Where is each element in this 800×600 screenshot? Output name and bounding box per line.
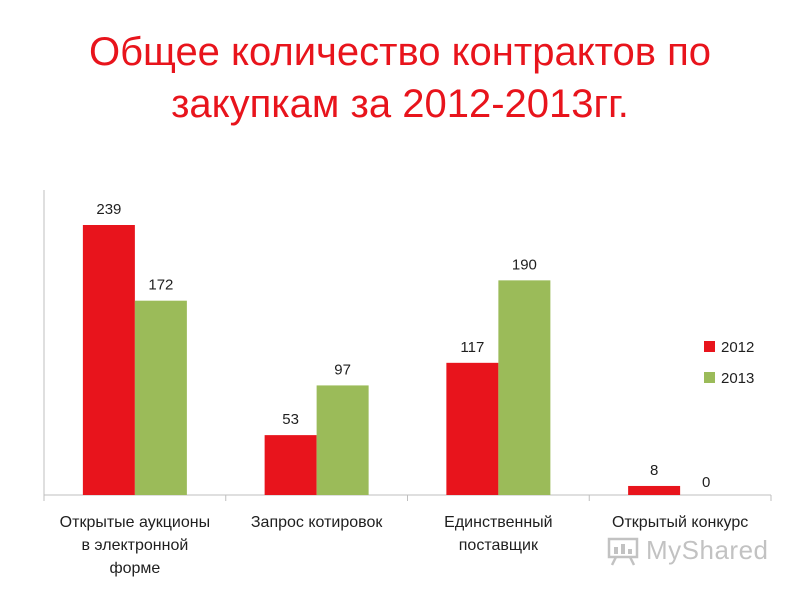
x-tick-label: форме [109, 560, 160, 577]
x-tick-label: поставщик [459, 537, 539, 554]
x-tick-label: Запрос котировок [251, 514, 383, 531]
data-label-2013: 97 [334, 361, 351, 378]
title-line-2: закупкам за 2012-2013гг. [171, 82, 629, 126]
title-line-1: Общее количество контрактов по [88, 30, 712, 74]
x-tick-label: в электронной [81, 537, 188, 554]
bar-2013 [316, 385, 369, 495]
legend-label-2013: 2013 [721, 370, 754, 387]
watermark: MyShared [606, 535, 769, 566]
legend-label-2012: 2012 [721, 339, 754, 356]
x-tick-label: Открытый конкурс [612, 514, 748, 531]
data-label-2013: 172 [148, 277, 173, 294]
bar-2012 [628, 485, 681, 495]
data-label-2013: 0 [702, 474, 710, 491]
data-label-2013: 190 [512, 256, 537, 273]
legend-swatch-2012 [704, 341, 715, 352]
page-title: Общее количество контрактов по закупкам … [40, 26, 760, 130]
bar-2012 [446, 362, 499, 495]
data-label-2012: 117 [460, 339, 484, 356]
bar-2012 [264, 435, 317, 495]
x-tick-label: Открытые аукционы [60, 514, 210, 531]
data-label-2012: 8 [650, 462, 658, 479]
data-label-2012: 239 [96, 201, 121, 218]
bar-2013 [134, 300, 187, 495]
x-tick-label: Единственный [444, 514, 552, 531]
bar-2012 [82, 225, 135, 495]
data-label-2012: 53 [282, 411, 299, 428]
bar-2013 [498, 280, 551, 495]
watermark-text: MyShared [646, 535, 769, 565]
legend-swatch-2013 [704, 372, 715, 383]
presentation-icon [607, 537, 639, 566]
